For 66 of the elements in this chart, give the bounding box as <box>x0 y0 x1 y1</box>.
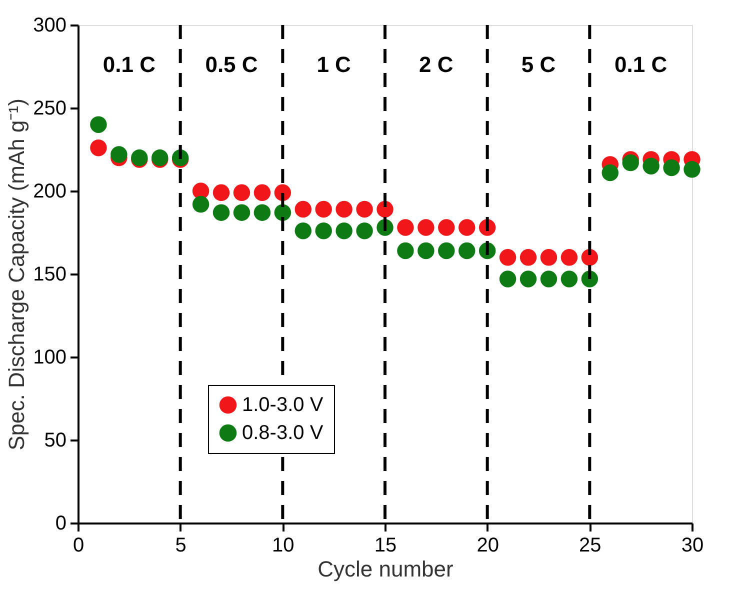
point <box>560 270 578 288</box>
legend-label: 1.0-3.0 V <box>242 394 324 416</box>
point <box>684 161 700 178</box>
point <box>212 184 230 202</box>
legend-label: 0.8-3.0 V <box>242 422 324 444</box>
y-tick-label: 0 <box>55 512 66 534</box>
point <box>294 200 312 218</box>
point <box>560 249 578 266</box>
point <box>418 219 434 236</box>
x-tick-label: 30 <box>681 534 704 556</box>
point <box>90 139 107 156</box>
point <box>499 249 516 266</box>
point <box>274 204 292 221</box>
point <box>397 219 414 236</box>
annotation: 0.1 C <box>102 52 156 77</box>
x-tick-label: 5 <box>175 534 186 556</box>
point <box>336 200 352 218</box>
x-tick-label: 25 <box>579 534 602 556</box>
point <box>90 116 107 133</box>
annotation: 0.5 C <box>205 52 258 77</box>
point <box>499 270 516 288</box>
point <box>254 204 271 221</box>
annotation: 5 C <box>521 52 556 77</box>
y-tick-label: 100 <box>33 346 66 368</box>
point <box>233 204 250 221</box>
point <box>438 219 455 236</box>
point <box>438 242 455 260</box>
point <box>642 158 660 174</box>
point <box>254 184 271 202</box>
point <box>458 219 476 236</box>
x-tick-label: 0 <box>72 534 84 556</box>
point <box>315 200 332 218</box>
point <box>356 200 373 218</box>
point <box>315 222 332 240</box>
annotation: 2 C <box>419 52 454 77</box>
x-axis-title: Cycle number <box>318 556 454 582</box>
point <box>622 154 639 172</box>
annotation: 1 C <box>316 52 352 77</box>
point <box>376 200 394 218</box>
point <box>540 270 558 288</box>
annotation: 0.1 C <box>614 52 668 77</box>
point <box>294 222 312 240</box>
x-tick-label: 10 <box>272 534 294 556</box>
y-tick-label: 250 <box>33 98 66 120</box>
point <box>397 242 414 260</box>
y-tick-label: 150 <box>33 264 66 286</box>
y-tick-label: 300 <box>33 14 66 36</box>
point <box>192 196 210 213</box>
point <box>418 242 434 260</box>
y-tick-label: 200 <box>33 180 66 202</box>
x-tick-label: 15 <box>374 534 397 556</box>
point <box>356 222 373 240</box>
point <box>212 204 230 221</box>
point <box>336 222 352 240</box>
point <box>458 242 476 260</box>
point <box>110 146 128 163</box>
y-tick-label: 50 <box>44 430 66 452</box>
point <box>663 159 680 176</box>
point <box>233 184 250 202</box>
point <box>520 249 537 266</box>
point <box>540 249 558 266</box>
point <box>581 249 598 266</box>
y-axis-title: Spec. Discharge Capacity (mAh g⁻¹) <box>4 98 30 450</box>
point <box>602 164 618 182</box>
point <box>520 270 537 288</box>
x-tick-label: 20 <box>476 534 499 556</box>
